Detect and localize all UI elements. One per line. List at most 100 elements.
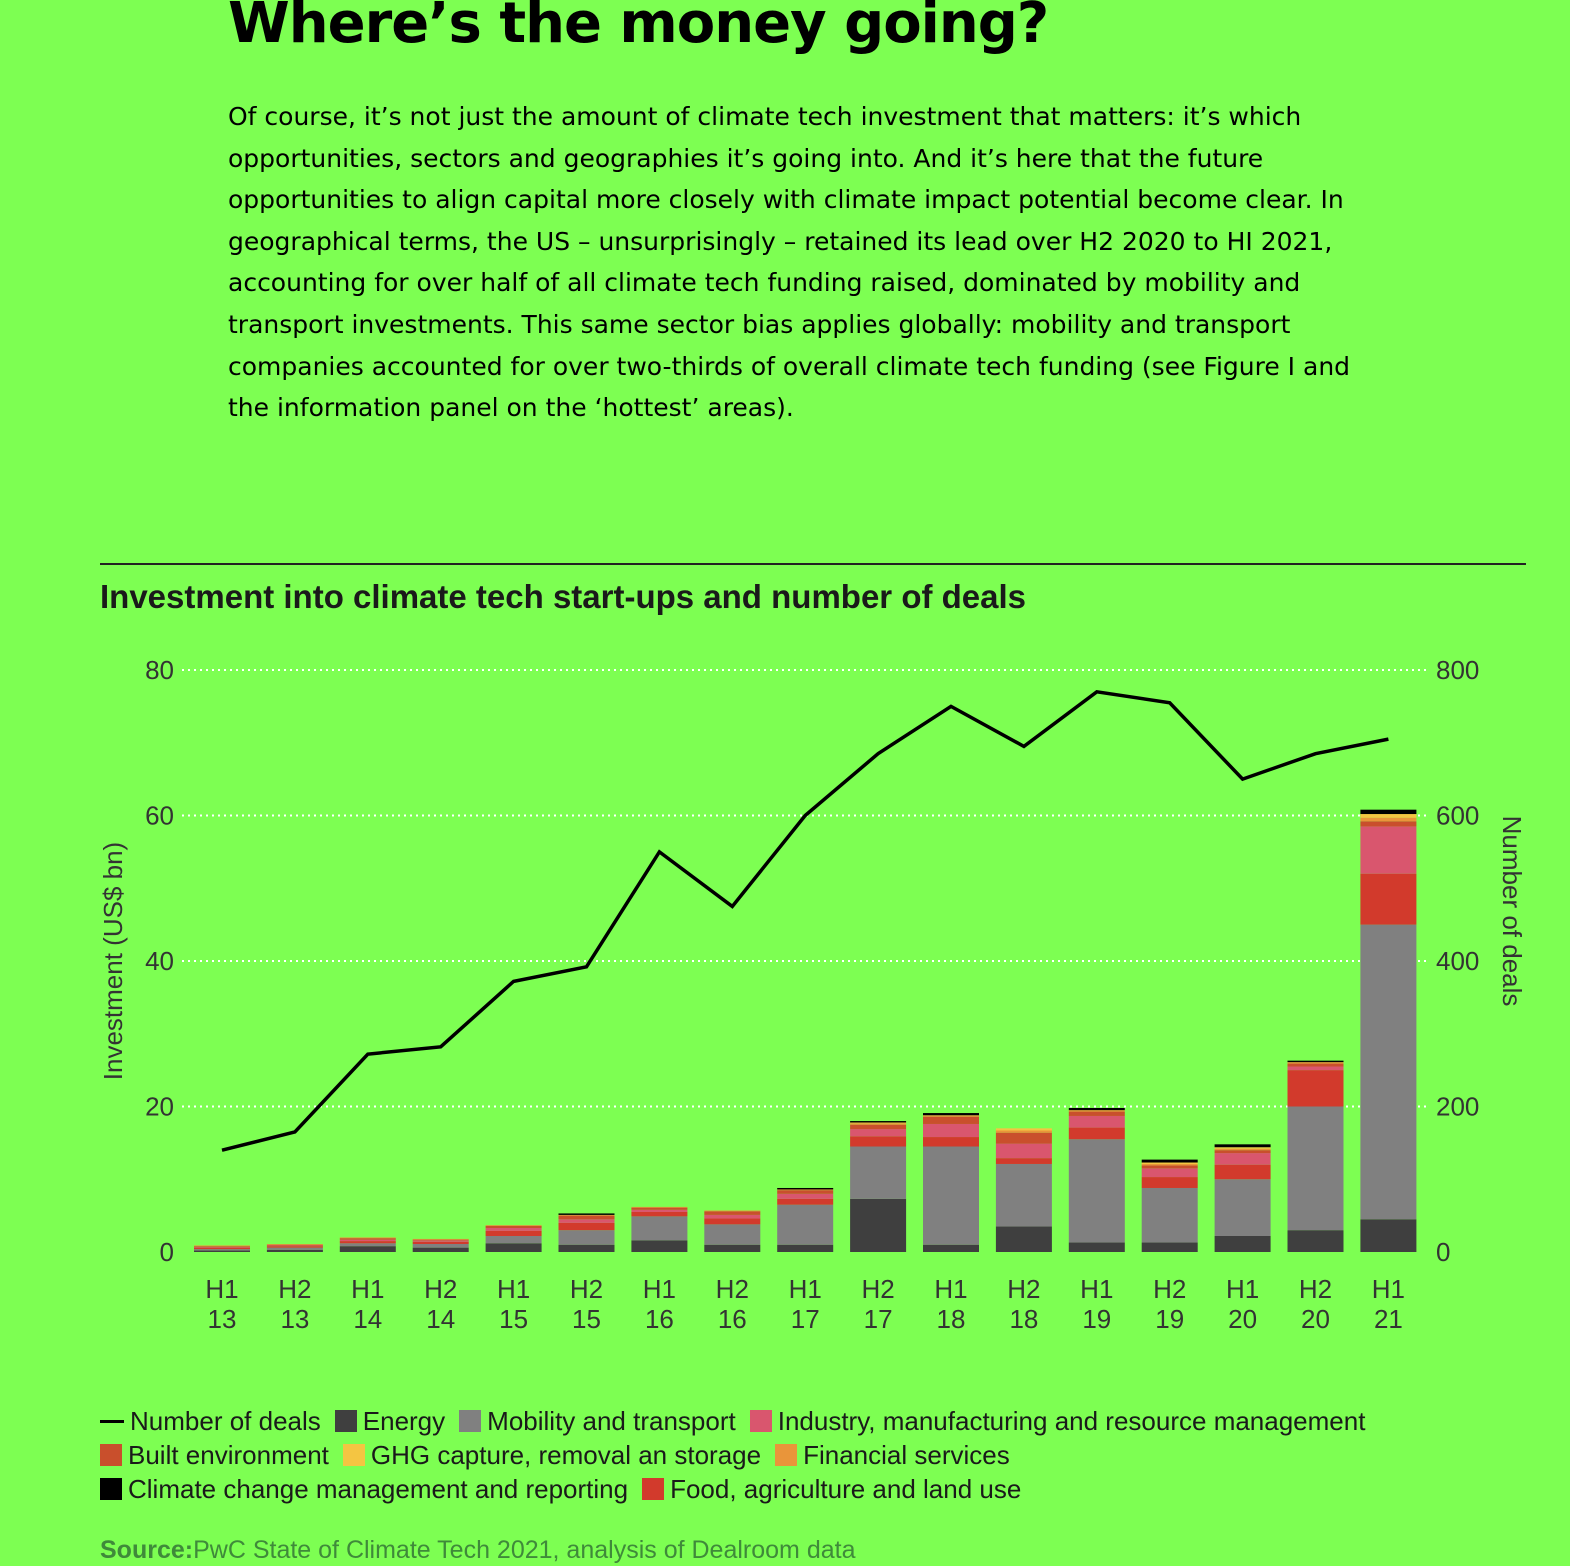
x-tick-label: 15 <box>572 1304 601 1334</box>
bar-segment <box>704 1244 761 1252</box>
x-tick-label: 17 <box>791 1304 820 1334</box>
bar-segment <box>485 1235 542 1244</box>
bar-segment <box>266 1245 323 1247</box>
bar-segment <box>194 1246 250 1248</box>
bar-segment <box>1214 1153 1271 1165</box>
bar-segment <box>1287 1063 1344 1067</box>
x-tick-label: H2 <box>1299 1274 1332 1304</box>
bar-segment <box>850 1129 907 1137</box>
bar-segment <box>412 1241 469 1244</box>
chart-title: Investment into climate tech start-ups a… <box>100 578 1027 615</box>
bar-segment <box>1141 1165 1198 1169</box>
x-tick-label: 21 <box>1374 1304 1403 1334</box>
bar-segment <box>850 1122 907 1124</box>
bar-segment <box>631 1207 688 1210</box>
bar-segment <box>1360 873 1417 925</box>
bar-segment <box>339 1241 396 1244</box>
bar-segment <box>850 1198 907 1252</box>
legend-swatch <box>459 1410 482 1432</box>
legend-swatch <box>100 1419 124 1423</box>
x-tick-label: H2 <box>424 1274 457 1304</box>
y2-tick-label: 0 <box>1436 1237 1450 1267</box>
bar-segment <box>1141 1242 1198 1252</box>
legend-item: Industry, manufacturing and resource man… <box>749 1404 1366 1438</box>
legend-label: Energy <box>362 1406 446 1436</box>
bar-segment <box>1360 924 1417 1220</box>
bar-segment <box>485 1243 542 1252</box>
legend-item: Number of deals <box>100 1404 321 1438</box>
legend-item: Built environment <box>100 1438 329 1472</box>
x-tick-label: 20 <box>1228 1304 1257 1334</box>
bar-segment <box>1360 814 1417 818</box>
legend-label: Built environment <box>128 1440 329 1470</box>
bar-segment <box>850 1124 907 1130</box>
bar-segment <box>266 1243 323 1245</box>
y-tick-label: 40 <box>145 946 174 976</box>
bar-segment <box>1287 1230 1344 1252</box>
bar-segment <box>631 1216 688 1241</box>
source-text: PwC State of Climate Tech 2021, analysis… <box>193 1536 856 1564</box>
bar-segment <box>923 1116 979 1124</box>
y-tick-label: 0 <box>160 1237 174 1267</box>
bar-segment <box>194 1249 250 1251</box>
bar-segment <box>558 1230 615 1245</box>
bar-segment <box>1068 1115 1125 1128</box>
bar-segment <box>194 1246 250 1247</box>
x-tick-label: 13 <box>208 1304 237 1334</box>
x-tick-label: H1 <box>497 1274 530 1304</box>
bar-segment <box>923 1123 979 1138</box>
bar-segment <box>1141 1163 1198 1166</box>
y2-tick-label: 600 <box>1436 801 1479 831</box>
y-tick-label: 80 <box>145 655 174 685</box>
bar-segment <box>1360 826 1417 874</box>
bar-segment <box>266 1247 323 1250</box>
bar-segment <box>1214 1235 1271 1252</box>
y-tick-label: 60 <box>145 801 174 831</box>
bar-segment <box>1141 1177 1198 1188</box>
legend-swatch <box>775 1444 798 1466</box>
bar-segment <box>1287 1106 1344 1231</box>
x-tick-label: 19 <box>1155 1304 1184 1334</box>
bar-segment <box>1068 1242 1125 1252</box>
legend-label: Industry, manufacturing and resource man… <box>777 1406 1366 1436</box>
bar-segment <box>1287 1062 1344 1064</box>
bar-segment <box>1068 1127 1125 1140</box>
x-tick-label: H2 <box>1153 1274 1186 1304</box>
bar-segment <box>339 1243 396 1247</box>
bar-segment <box>995 1163 1052 1227</box>
headline: Where’s the money going? <box>228 0 1049 56</box>
x-tick-label: H1 <box>643 1274 676 1304</box>
bar-segment <box>1287 1066 1344 1071</box>
bar-segment <box>777 1193 834 1199</box>
bar-segment <box>1068 1107 1125 1111</box>
x-tick-label: H1 <box>351 1274 384 1304</box>
bar-segment <box>1141 1168 1198 1178</box>
bar-segment <box>1214 1147 1271 1149</box>
bar-segment <box>266 1246 323 1248</box>
legend-label: Mobility and transport <box>487 1406 736 1436</box>
bar-segment <box>704 1214 761 1219</box>
bar-segment <box>485 1227 542 1231</box>
legend-label: GHG capture, removal an storage <box>370 1440 762 1470</box>
x-tick-label: 14 <box>353 1304 382 1334</box>
bar-segment <box>704 1224 761 1245</box>
bar-segment <box>266 1244 323 1246</box>
y2-tick-label: 400 <box>1436 946 1479 976</box>
legend-swatch <box>100 1478 122 1500</box>
legend-label: Climate change management and reporting <box>128 1474 629 1504</box>
x-tick-label: 19 <box>1082 1304 1111 1334</box>
legend-swatch <box>642 1478 665 1500</box>
legend-swatch <box>334 1410 357 1432</box>
deals-line <box>221 689 1389 1152</box>
bar-segment <box>1360 821 1417 827</box>
intro-paragraph: Of course, it’s not just the amount of c… <box>228 102 1351 423</box>
bar-segment <box>194 1247 250 1250</box>
source-note: Source:PwC State of Climate Tech 2021, a… <box>100 1536 855 1565</box>
bar-segment <box>412 1239 469 1241</box>
bar-segment <box>1214 1150 1271 1154</box>
bar-segment <box>777 1244 834 1252</box>
bar-segment <box>339 1246 396 1252</box>
bar-segment <box>1141 1187 1198 1243</box>
bar-segment <box>704 1211 761 1215</box>
bar-segment <box>485 1225 542 1226</box>
